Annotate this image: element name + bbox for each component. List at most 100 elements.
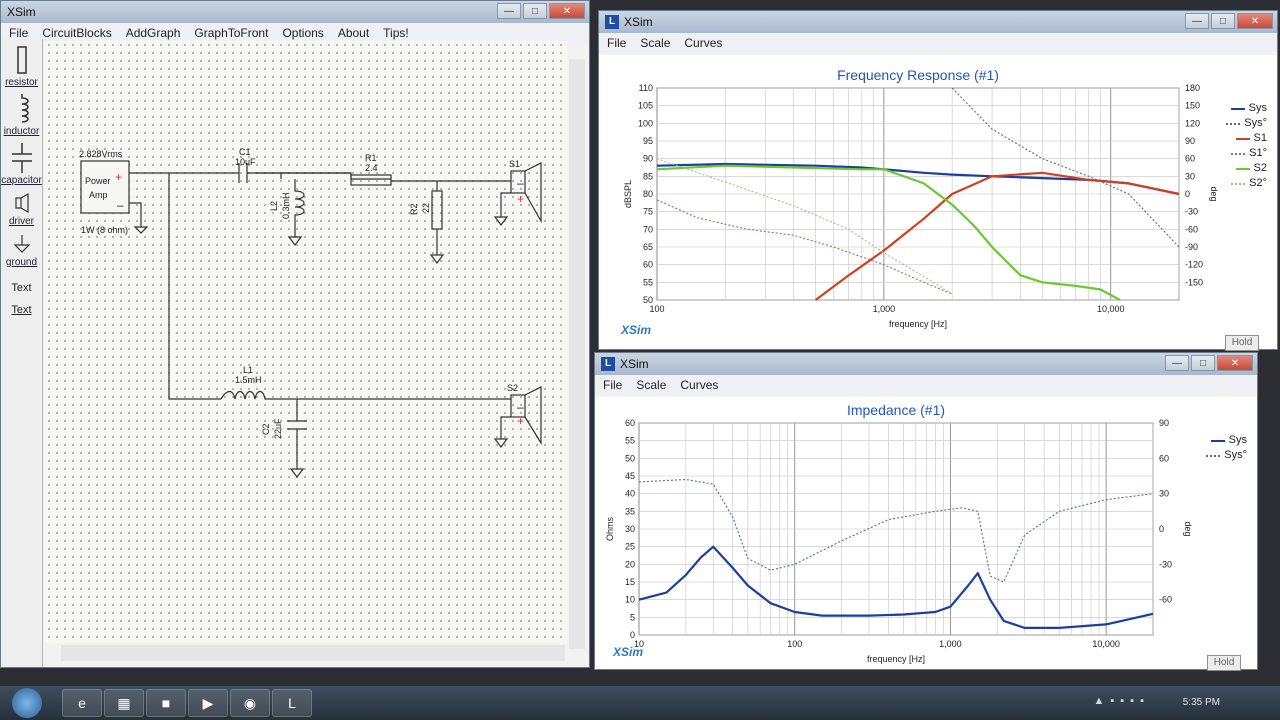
taskbar-xsim-icon[interactable]: L — [272, 689, 312, 717]
palette-text[interactable]: Text — [11, 282, 32, 294]
minimize-button[interactable]: — — [497, 3, 521, 19]
palette-label: resistor — [5, 77, 38, 88]
close-button[interactable]: ✕ — [1237, 13, 1273, 29]
menu-graphtofront[interactable]: GraphToFront — [194, 26, 269, 40]
legend-item[interactable]: S2 — [1226, 161, 1267, 176]
menu-tips[interactable]: Tips! — [383, 26, 409, 40]
y-tick-label: 5 — [630, 612, 635, 622]
impedance-window: L XSim — □ ✕ File Scale Curves 60 55 50 45 4… — [594, 352, 1258, 671]
y-axis-label: dBSPL — [623, 180, 633, 208]
menu-about[interactable]: About — [337, 26, 370, 40]
menu-file[interactable]: File — [607, 36, 627, 50]
menu-curves[interactable]: Curves — [680, 378, 719, 392]
y-tick-label: 110 — [639, 83, 653, 93]
horizontal-scrollbar[interactable] — [61, 645, 565, 661]
freq-window-titlebar[interactable]: L XSim — □ ✕ — [599, 11, 1277, 33]
xsim-logo-icon: L — [601, 357, 615, 371]
series-line-2 — [638, 478, 1154, 583]
taskbar-media-icon[interactable]: ▶ — [188, 689, 228, 717]
y-tick-label: 15 — [625, 577, 635, 587]
legend-item[interactable]: S1 — [1226, 131, 1267, 146]
legend-item[interactable]: Sys — [1226, 101, 1267, 116]
xsim-brand: XSim — [613, 645, 644, 659]
menu-addgraph[interactable]: AddGraph — [125, 26, 181, 40]
menu-scale[interactable]: Scale — [636, 378, 667, 392]
palette-text-link[interactable]: Text — [11, 304, 32, 316]
freq-menubar: File Scale Curves — [599, 33, 1277, 53]
maximize-button[interactable]: □ — [523, 3, 547, 19]
menu-circuitblocks[interactable]: CircuitBlocks — [42, 26, 112, 40]
palette-label: capacitor — [1, 175, 42, 186]
y-tick-label: 105 — [638, 101, 653, 111]
y-tick-label: 85 — [643, 171, 653, 181]
y-tick-label: 100 — [638, 118, 653, 128]
circuit-window: XSim — □ ✕ File CircuitBlocks AddGraph G… — [0, 0, 590, 668]
system-tray-icons[interactable]: ▲▪▪▪▪ — [1093, 695, 1150, 707]
y-tick-label: 50 — [625, 453, 635, 463]
vertical-scrollbar[interactable] — [569, 59, 585, 649]
imp-window-titlebar[interactable]: L XSim — □ ✕ — [595, 353, 1257, 375]
imp-plot-area: 60 55 50 45 40 35 30 25 20 15 10 5 0 90 60 30 0 -30 -60 10 1… — [595, 397, 1257, 671]
start-button[interactable] — [12, 688, 42, 718]
legend-label: S2 — [1253, 162, 1267, 174]
l2-value: 0.3mH — [281, 192, 291, 219]
maximize-button[interactable]: □ — [1211, 13, 1235, 29]
menu-scale[interactable]: Scale — [640, 36, 671, 50]
y2-tick-label: 60 — [1159, 453, 1169, 463]
y-tick-label: 45 — [625, 471, 635, 481]
chart-title: Impedance (#1) — [847, 402, 945, 418]
taskbar-explorer-icon[interactable]: ▦ — [104, 689, 144, 717]
x-tick-label: 10 — [634, 639, 644, 649]
close-button[interactable]: ✕ — [1217, 355, 1253, 371]
taskbar-folder-icon[interactable]: ■ — [146, 689, 186, 717]
circuit-window-titlebar[interactable]: XSim — □ ✕ — [1, 1, 589, 23]
taskbar-chrome-icon[interactable]: ◉ — [230, 689, 270, 717]
minimize-button[interactable]: — — [1185, 13, 1209, 29]
menu-options[interactable]: Options — [282, 26, 324, 40]
window-title: XSim — [620, 357, 649, 371]
series-line-3 — [814, 171, 1180, 301]
schematic-canvas[interactable]: + + + – – – Power Amp 2.828Vrms 1W (8 oh… — [45, 41, 567, 643]
x-tick-label: 1,000 — [873, 304, 896, 314]
taskbar-ie-icon[interactable]: e — [62, 689, 102, 717]
menu-file[interactable]: File — [603, 378, 623, 392]
y2-tick-label: -30 — [1185, 207, 1198, 217]
palette-resistor[interactable]: resistor — [1, 45, 42, 88]
window-title: XSim — [7, 5, 36, 19]
menu-curves[interactable]: Curves — [684, 36, 723, 50]
legend-label: Sys — [1228, 434, 1247, 446]
xsim-brand: XSim — [621, 323, 652, 337]
y2-tick-label: -120 — [1185, 260, 1203, 270]
x-tick-label: 10,000 — [1097, 304, 1125, 314]
minimize-button[interactable]: — — [1165, 355, 1189, 371]
palette-ground[interactable]: ground — [1, 233, 42, 268]
x-tick-label: 1,000 — [939, 639, 962, 649]
y-tick-label: 65 — [643, 242, 653, 252]
capacitor-icon — [11, 143, 32, 173]
frequency-response-chart: 110 105 100 95 90 85 80 75 70 65 60 55 50 180 150 120 90… — [623, 67, 1219, 329]
legend-item[interactable]: Sys° — [1206, 448, 1247, 463]
y2-tick-label: -90 — [1185, 242, 1198, 252]
close-button[interactable]: ✕ — [549, 3, 585, 19]
legend-item[interactable]: S2° — [1226, 176, 1267, 191]
legend-item[interactable]: S1° — [1226, 146, 1267, 161]
legend-item[interactable]: Sys° — [1226, 116, 1267, 131]
clock[interactable]: 5:35 PM — [1182, 697, 1220, 708]
schematic-drawing: + + + – – – Power Amp 2.828Vrms 1W (8 oh… — [79, 147, 542, 478]
maximize-button[interactable]: □ — [1191, 355, 1215, 371]
legend-item[interactable]: Sys — [1206, 433, 1247, 448]
y2-tick-label: 90 — [1185, 136, 1195, 146]
xsim-logo-icon: L — [605, 15, 619, 29]
palette-inductor[interactable]: inductor — [1, 94, 42, 137]
x-axis-label: frequency [Hz] — [867, 654, 925, 664]
c2-value: 22uF — [273, 418, 283, 439]
palette-capacitor[interactable]: capacitor — [1, 143, 42, 186]
hold-button[interactable]: Hold — [1207, 655, 1241, 671]
legend-label: S1 — [1253, 132, 1267, 144]
inductor-icon — [20, 94, 29, 123]
series-line-4 — [656, 199, 953, 295]
menu-file[interactable]: File — [9, 26, 29, 40]
palette-driver[interactable]: driver — [1, 192, 42, 227]
hold-button[interactable]: Hold — [1225, 335, 1259, 351]
y-tick-label: 30 — [625, 524, 635, 534]
